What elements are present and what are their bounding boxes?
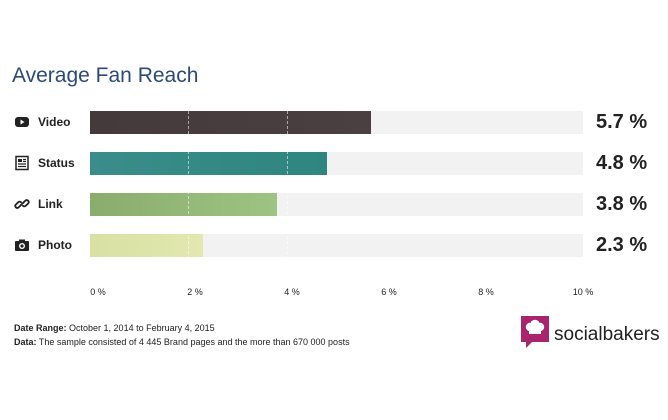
- bar-status: [90, 152, 327, 175]
- socialbakers-logo: socialbakers: [521, 316, 660, 353]
- x-tick-label: 6 %: [381, 287, 397, 297]
- value-label-status: 4.8 %: [596, 152, 648, 174]
- x-tick-label: 10 %: [572, 287, 594, 297]
- date-range-note: Date Range: October 1, 2014 to February …: [14, 323, 215, 333]
- data-value: The sample consisted of 4 445 Brand page…: [38, 337, 350, 347]
- bar-photo: [90, 234, 204, 257]
- x-tick-label: 8 %: [478, 287, 494, 297]
- bar-video: [90, 111, 371, 134]
- category-text: Link: [38, 197, 63, 211]
- bar-track-link: [90, 193, 583, 216]
- brand-name: socialbakers: [554, 323, 660, 345]
- chef-hat-icon: [521, 316, 549, 353]
- category-label-video: Video: [14, 112, 70, 132]
- date-range-value: October 1, 2014 to February 4, 2015: [69, 323, 215, 333]
- value-label-link: 3.8 %: [596, 193, 648, 215]
- chart-title: Average Fan Reach: [12, 64, 199, 87]
- play-icon: [14, 114, 30, 130]
- bar-track-video: [90, 111, 583, 134]
- value-label-photo: 2.3 %: [596, 234, 648, 256]
- x-tick-label: 0 %: [90, 287, 106, 297]
- x-tick-label: 2 %: [187, 287, 203, 297]
- gridline: [287, 111, 288, 259]
- link-icon: [14, 196, 30, 212]
- status-icon: [14, 155, 30, 171]
- category-text: Status: [38, 156, 75, 170]
- date-range-label: Date Range:: [14, 323, 67, 333]
- category-label-status: Status: [14, 153, 75, 173]
- data-note: Data: The sample consisted of 4 445 Bran…: [14, 337, 350, 347]
- gridline: [188, 111, 189, 259]
- bar-link: [90, 193, 278, 216]
- bar-track-status: [90, 152, 583, 175]
- category-label-photo: Photo: [14, 235, 72, 255]
- data-label: Data:: [14, 337, 37, 347]
- value-label-video: 5.7 %: [596, 111, 648, 133]
- x-tick-label: 4 %: [284, 287, 300, 297]
- category-text: Photo: [38, 238, 72, 252]
- category-label-link: Link: [14, 194, 63, 214]
- bar-track-photo: [90, 234, 583, 257]
- category-text: Video: [38, 115, 71, 129]
- camera-icon: [14, 237, 30, 253]
